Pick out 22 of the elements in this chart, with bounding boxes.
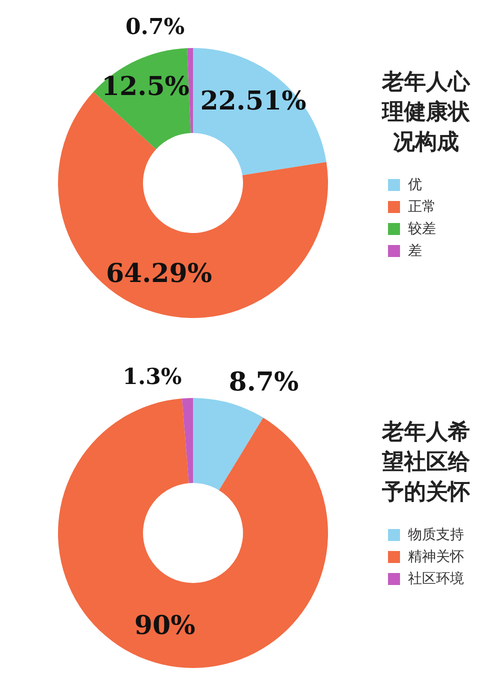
legend-label: 社区环境: [407, 570, 465, 589]
data-label: 8.7%: [228, 368, 299, 398]
data-label: 0.7%: [125, 14, 185, 40]
data-label: 90%: [134, 610, 196, 641]
donut-slice: [187, 48, 193, 134]
legend-label: 优: [407, 176, 423, 195]
text: 老年人心理健康状况构成: [380, 68, 472, 157]
legend-label: 正常: [407, 198, 437, 217]
legend-label: 精神关怀: [407, 548, 465, 567]
donut-slice: [193, 398, 264, 490]
data-label: 64.29%: [106, 259, 212, 290]
data-label: 12.5%: [101, 72, 190, 102]
donut-slice: [193, 48, 326, 176]
legend-label: 物质支持: [407, 526, 465, 545]
text: 老年人希望社区给予的关怀: [380, 419, 471, 507]
donut-slice: [182, 398, 193, 484]
data-label: 1.3%: [122, 364, 182, 390]
donut-slice: [58, 398, 328, 668]
data-label: 22.51%: [200, 86, 307, 117]
legend-label: 差: [407, 242, 423, 261]
donut-slice: [93, 48, 191, 150]
legend-label: 较差: [407, 220, 437, 239]
